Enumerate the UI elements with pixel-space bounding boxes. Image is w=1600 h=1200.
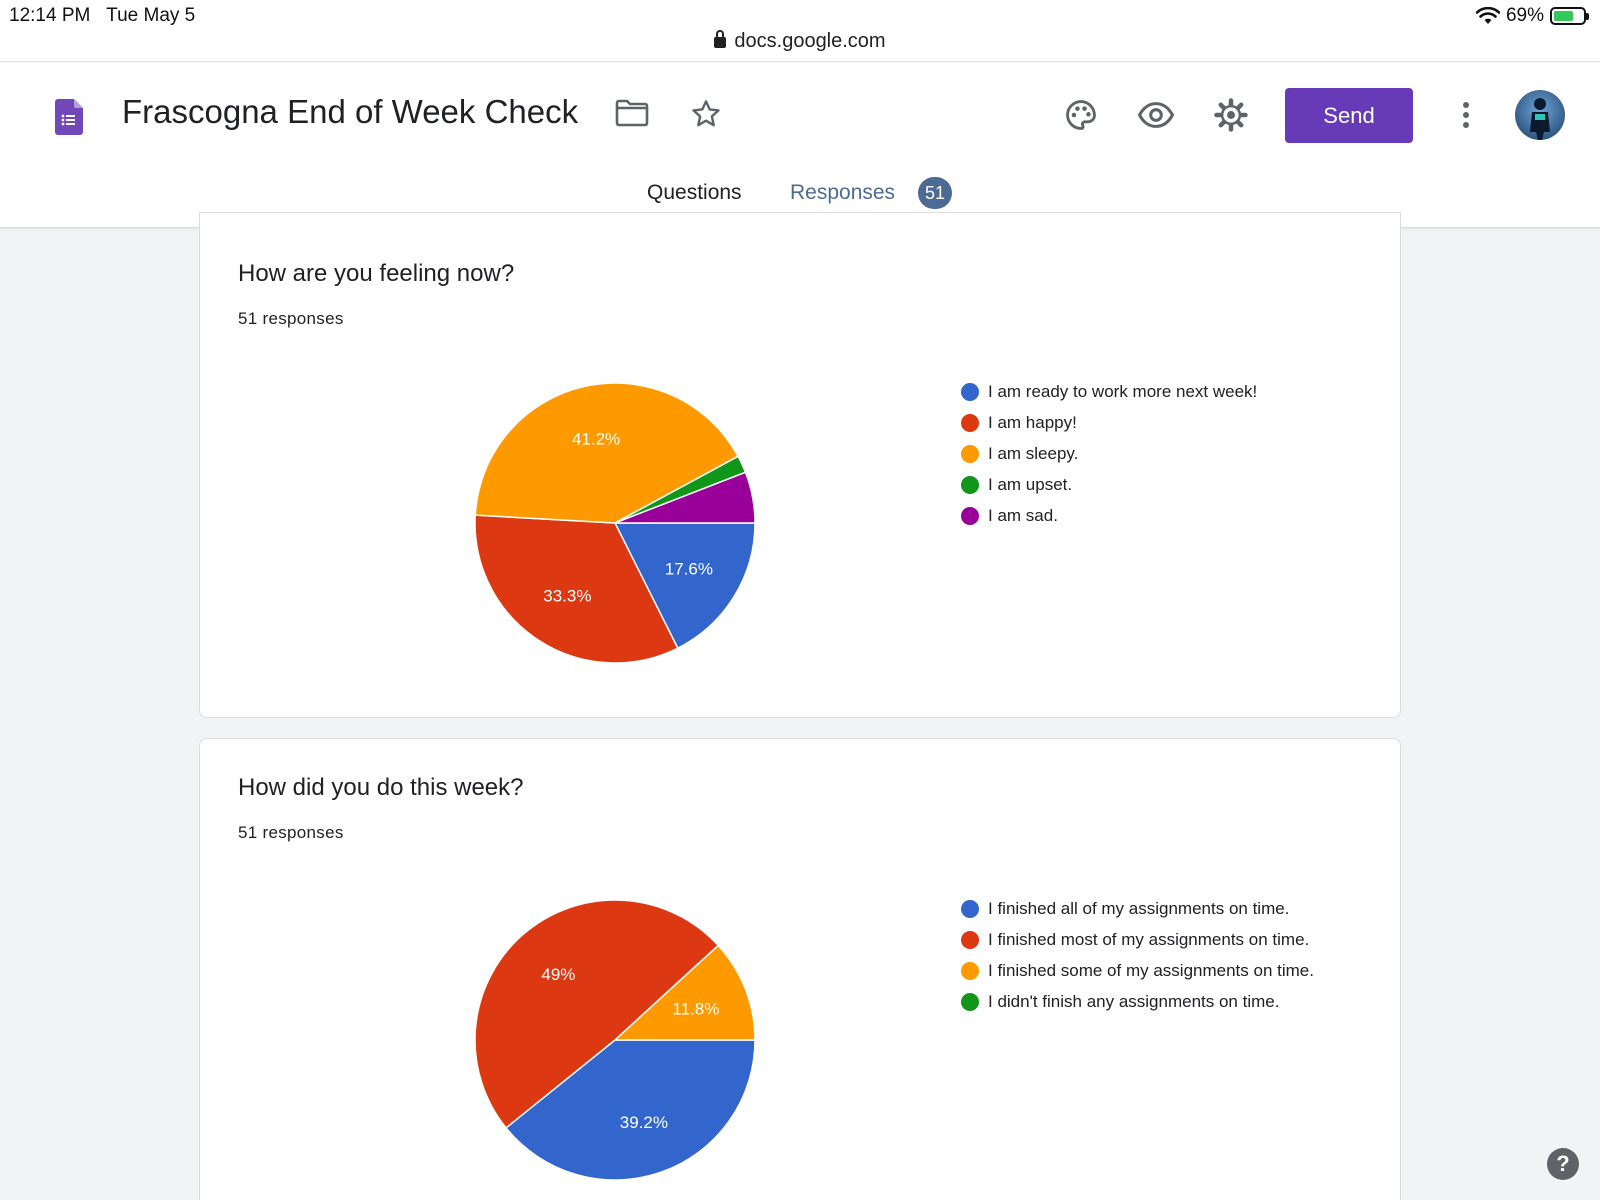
- legend-swatch: [961, 962, 979, 980]
- slice-label: 11.8%: [672, 1000, 719, 1019]
- forms-logo-icon[interactable]: [55, 99, 83, 135]
- pie-slice[interactable]: [474, 382, 740, 524]
- eye-icon: [1137, 102, 1175, 128]
- legend-item: I am sad.: [961, 504, 1341, 528]
- legend-label: I am sad.: [988, 506, 1058, 525]
- legend-swatch: [961, 900, 979, 918]
- legend-item: I am sleepy.: [961, 442, 1341, 466]
- star-icon: [692, 100, 720, 127]
- legend-label: I finished some of my assignments on tim…: [988, 961, 1314, 980]
- legend-label: I am upset.: [988, 475, 1073, 494]
- preview-button[interactable]: [1136, 95, 1176, 135]
- forms-header: Frascogna End of Week Check: [0, 63, 1600, 228]
- avatar[interactable]: [1515, 90, 1565, 140]
- question-summary-card: How did you do this week? 51 responses 3…: [199, 738, 1401, 1200]
- legend-item: I didn't finish any assignments on time.: [961, 990, 1341, 1014]
- pie-slice[interactable]: [474, 514, 679, 664]
- help-button[interactable]: ?: [1547, 1148, 1579, 1180]
- legend-label: I am happy!: [988, 413, 1077, 432]
- status-time: 12:14 PM Tue May 5: [9, 5, 196, 26]
- legend-swatch: [961, 445, 979, 463]
- slice-label: 39.2%: [620, 1113, 668, 1132]
- star-button[interactable]: [686, 94, 726, 134]
- question-title: How did you do this week?: [238, 774, 524, 801]
- legend-item: I am happy!: [961, 411, 1341, 435]
- legend-label: I finished all of my assignments on time…: [988, 899, 1290, 918]
- legend-swatch: [961, 507, 979, 525]
- tab-questions[interactable]: Questions: [647, 181, 742, 204]
- tab-responses[interactable]: Responses: [790, 181, 896, 204]
- pie-slice[interactable]: [613, 522, 756, 650]
- legend-label: I am ready to work more next week!: [988, 382, 1258, 401]
- question-title: How are you feeling now?: [238, 260, 515, 287]
- send-button[interactable]: Send: [1285, 88, 1413, 143]
- folder-icon: [615, 99, 649, 127]
- legend-label: I didn't finish any assignments on time.: [988, 992, 1280, 1011]
- lock-icon: [714, 30, 727, 48]
- more-vert-icon: [1463, 102, 1469, 128]
- chart-legend: I finished all of my assignments on time…: [961, 897, 1341, 1021]
- customize-theme-button[interactable]: [1061, 95, 1101, 135]
- legend-label: I finished most of my assignments on tim…: [988, 930, 1310, 949]
- form-title[interactable]: Frascogna End of Week Check: [122, 93, 579, 130]
- legend-item: I finished some of my assignments on tim…: [961, 959, 1341, 983]
- question-summary-card: How are you feeling now? 51 responses 17…: [199, 212, 1401, 718]
- slice-label: 17.6%: [665, 560, 713, 579]
- legend-swatch: [961, 414, 979, 432]
- wifi-icon: [1475, 7, 1500, 24]
- legend-item: I am ready to work more next week!: [961, 380, 1341, 404]
- slice-label: 33.3%: [543, 587, 591, 606]
- url-text: docs.google.com: [734, 30, 886, 52]
- legend-swatch: [961, 993, 979, 1011]
- gear-icon: [1214, 98, 1248, 132]
- pie-chart-week: 39.2% 49% 11.8%: [474, 899, 756, 1181]
- settings-button[interactable]: [1211, 95, 1251, 135]
- avatar-figure-icon: [1530, 98, 1550, 140]
- legend-swatch: [961, 383, 979, 401]
- url-bar[interactable]: docs.google.com: [0, 30, 1600, 53]
- pie-slice[interactable]: [504, 1039, 756, 1181]
- help-icon: ?: [1556, 1151, 1570, 1176]
- pie-slice[interactable]: [474, 899, 720, 1129]
- status-bar: 12:14 PM Tue May 5 69% docs.google.com: [0, 0, 1600, 62]
- folder-button[interactable]: [612, 93, 652, 133]
- battery-icon: [1550, 7, 1589, 25]
- legend-item: I am upset.: [961, 473, 1341, 497]
- status-indicators: 69%: [1475, 5, 1589, 27]
- pie-slice[interactable]: [613, 944, 756, 1041]
- more-options-button[interactable]: [1446, 95, 1486, 135]
- legend-swatch: [961, 931, 979, 949]
- slice-label: 49%: [541, 965, 575, 984]
- legend-item: I finished most of my assignments on tim…: [961, 928, 1341, 952]
- legend-label: I am sleepy.: [988, 444, 1079, 463]
- palette-icon: [1066, 100, 1096, 130]
- chart-legend: I am ready to work more next week! I am h…: [961, 380, 1341, 535]
- pie-slice[interactable]: [614, 471, 756, 524]
- response-count: 51 responses: [238, 309, 344, 328]
- response-count: 51 responses: [238, 823, 344, 842]
- legend-item: I finished all of my assignments on time…: [961, 897, 1341, 921]
- pie-chart-feeling: 17.6% 33.3% 41.2%: [474, 382, 756, 664]
- legend-swatch: [961, 476, 979, 494]
- responses-count-badge: 51: [918, 177, 952, 209]
- slice-label: 41.2%: [572, 429, 620, 448]
- battery-percent: 69%: [1505, 5, 1544, 26]
